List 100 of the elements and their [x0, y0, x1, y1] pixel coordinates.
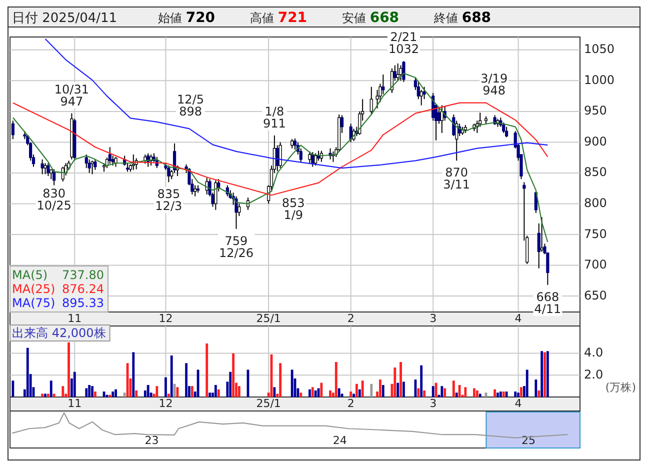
- bar: [170, 355, 173, 397]
- bar: [114, 389, 117, 397]
- x-tick-label: 24: [332, 434, 347, 447]
- bar: [534, 380, 538, 397]
- x-tick-label: 11: [68, 312, 82, 325]
- bar: [300, 392, 302, 397]
- bar: [85, 388, 88, 397]
- bar: [546, 351, 549, 397]
- x-tick-label: 3: [430, 312, 437, 325]
- bar: [400, 362, 402, 397]
- bar: [214, 384, 217, 397]
- annotation: 759 12/26: [218, 234, 254, 260]
- bar: [394, 368, 396, 397]
- chart-title: 出来高 42,000株: [12, 326, 106, 340]
- bar: [538, 390, 540, 397]
- bar: [167, 394, 170, 397]
- bar: [396, 382, 400, 397]
- bar: [62, 386, 64, 397]
- y-tick-label: 850: [584, 165, 607, 180]
- bar: [135, 390, 138, 397]
- annotation: 1/8 911: [262, 104, 286, 130]
- bar: [417, 388, 420, 397]
- bar: [164, 377, 167, 397]
- annotation: 870 3/11: [443, 166, 470, 192]
- bar: [334, 362, 338, 397]
- bar: [338, 388, 340, 397]
- bar: [329, 390, 332, 397]
- legend: MA(5) 737.80 MA(25) 876.24 MA(75) 895.33: [10, 266, 108, 312]
- bar: [68, 342, 70, 397]
- bar: [123, 392, 126, 397]
- bar: [12, 380, 14, 397]
- bar: [478, 394, 482, 397]
- bar: [232, 353, 234, 397]
- bar: [73, 372, 76, 397]
- bar: [185, 363, 188, 397]
- bar: [502, 392, 505, 397]
- bar: [540, 351, 544, 397]
- text: 高値 721: [250, 10, 308, 26]
- y-tick-label: 800: [584, 196, 607, 210]
- bar: [499, 392, 502, 397]
- y-tick-label: 700: [584, 258, 607, 272]
- x-tick-label: 4: [514, 397, 522, 410]
- bar: [473, 388, 476, 397]
- bar: [379, 380, 382, 397]
- bar: [311, 387, 314, 397]
- x-tick-label: 4: [514, 312, 522, 325]
- bar: [146, 384, 150, 397]
- bar: [382, 384, 384, 397]
- annotation: 10/31 947: [54, 82, 89, 108]
- bar: [132, 352, 135, 397]
- y-tick-label: 950: [584, 104, 607, 118]
- bar: [208, 392, 211, 397]
- annotation: 668 4/11: [534, 290, 562, 316]
- bar: [526, 370, 528, 397]
- bar: [44, 394, 46, 397]
- bar: [308, 389, 311, 397]
- bar: [273, 387, 276, 397]
- y-tick-label: 650: [584, 288, 607, 302]
- annotation: 12/5 898: [177, 92, 204, 118]
- bar: [464, 387, 467, 397]
- bar: [238, 386, 240, 397]
- bar: [420, 365, 423, 397]
- y-tick-label: 1000: [584, 72, 615, 87]
- x-tick-label: 25/1: [256, 312, 281, 325]
- bar: [320, 382, 323, 397]
- bar: [229, 372, 232, 397]
- x-tick-label: 2: [347, 312, 354, 325]
- annotation: 835 12/3: [155, 187, 182, 214]
- bar: [517, 392, 520, 397]
- bar: [476, 390, 478, 397]
- chart-title: 日付 2025/04/11: [12, 11, 118, 26]
- bar: [496, 392, 499, 397]
- bar: [432, 386, 434, 397]
- bar: [514, 392, 517, 397]
- annotation: 830 10/25: [36, 186, 72, 212]
- text: 安値 668: [342, 10, 400, 26]
- annotation: 853 1/9: [282, 196, 305, 222]
- bar: [94, 392, 96, 397]
- annotation: 2/21 1032: [388, 30, 419, 56]
- bar: [350, 392, 352, 397]
- bar: [520, 387, 522, 397]
- x-tick-label: 3: [430, 397, 437, 410]
- bar: [423, 390, 426, 397]
- y-tick-label: 2.0: [584, 367, 604, 382]
- x-tick-label: 2: [347, 397, 354, 410]
- bar: [50, 380, 52, 397]
- bar: [279, 363, 282, 397]
- bar: [455, 392, 458, 397]
- x-tick-label: 23: [144, 434, 159, 447]
- text: 終値 688: [433, 10, 492, 26]
- bar: [46, 394, 50, 397]
- bar: [402, 382, 405, 397]
- bar: [494, 389, 496, 397]
- y-tick-label: 4.0: [584, 346, 604, 360]
- x-tick-label: 11: [68, 397, 82, 410]
- bar: [52, 394, 56, 397]
- bar: [290, 370, 294, 397]
- bar: [356, 384, 358, 397]
- bar: [41, 394, 44, 397]
- bar: [217, 389, 220, 397]
